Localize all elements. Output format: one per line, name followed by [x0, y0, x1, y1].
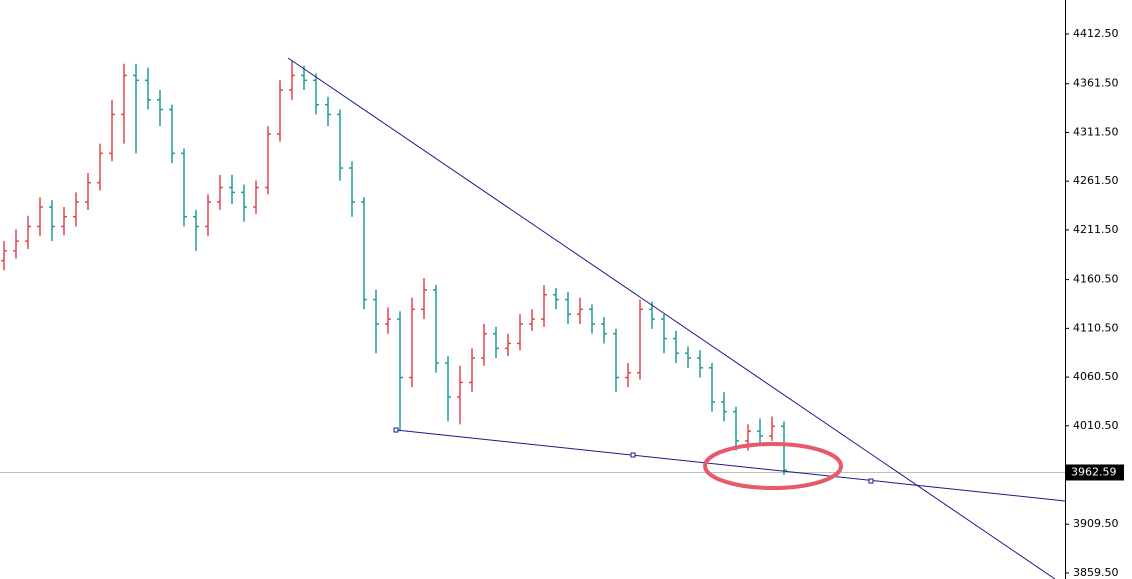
y-tick-label: 4060.50: [1073, 370, 1119, 383]
bars: [0, 60, 1065, 476]
y-tick-label: 4311.50: [1073, 125, 1119, 138]
y-tick-label: 4010.50: [1073, 419, 1119, 432]
y-tick-label: 4361.50: [1073, 77, 1119, 90]
y-tick-label: 4261.50: [1073, 174, 1119, 187]
y-tick-label: 3859.50: [1073, 566, 1119, 579]
trendline-handle[interactable]: [868, 478, 874, 484]
y-tick-label: 3909.50: [1073, 517, 1119, 530]
highlight-ellipse: [703, 442, 843, 490]
lower-trendline: [395, 429, 1066, 502]
current-price-box: [1066, 464, 1124, 481]
y-tick-label: 4110.50: [1073, 321, 1119, 334]
y-tick-label: 4160.50: [1073, 273, 1119, 286]
upper-trendline: [287, 57, 1056, 579]
current-price-label: 3962.59: [1071, 465, 1117, 478]
trendline-handle[interactable]: [393, 427, 399, 433]
trendline-handle[interactable]: [630, 452, 636, 458]
y-tick-label: 4211.50: [1073, 223, 1119, 236]
y-tick-label: 4412.50: [1073, 27, 1119, 40]
